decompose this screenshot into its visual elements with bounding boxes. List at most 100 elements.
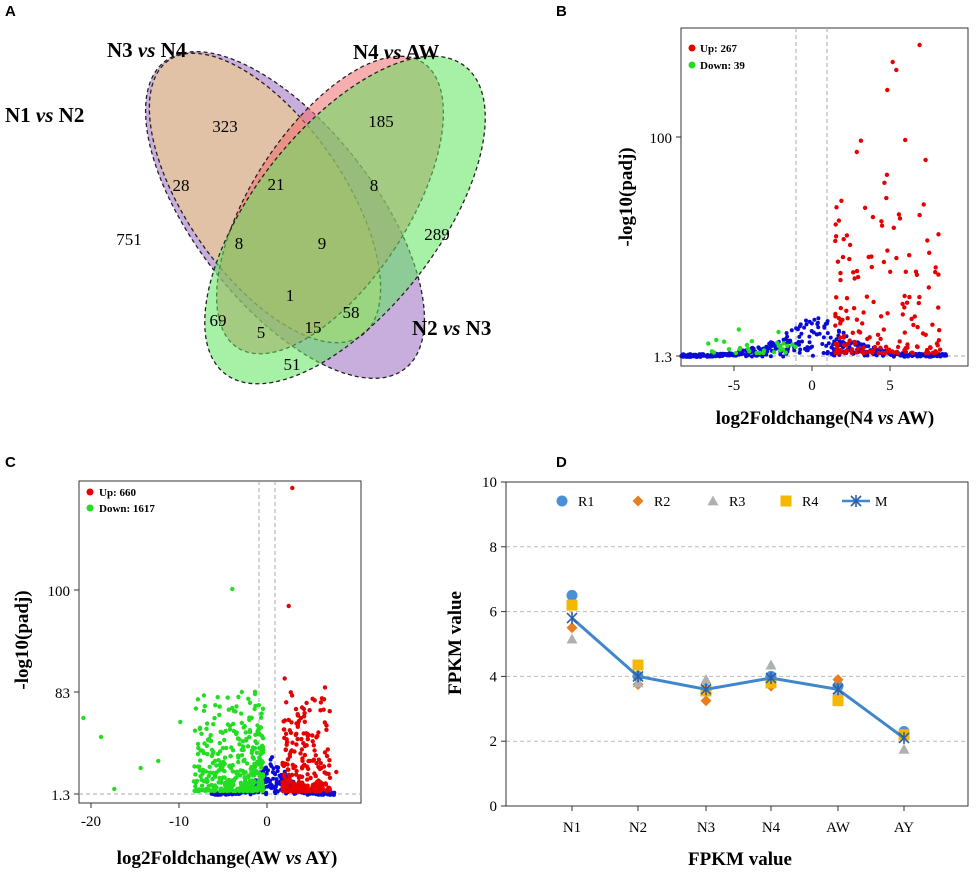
venn-count-n1-only: 751	[116, 230, 142, 249]
point-m	[566, 612, 578, 625]
volcano-point-up	[311, 743, 316, 748]
volcano-point-up	[324, 723, 329, 728]
volcano-point-down	[777, 348, 783, 353]
volcano-point-up	[836, 316, 842, 321]
volcano-point-ns	[804, 322, 809, 327]
volcano-point-down	[721, 339, 727, 344]
volcano-point-up	[319, 696, 325, 701]
volcano-point-ns	[826, 341, 831, 346]
legend-swatch-up	[86, 488, 94, 496]
y-tick-label: 2	[490, 734, 498, 750]
volcano-point-up	[302, 719, 307, 724]
volcano-point-up	[852, 276, 857, 281]
volcano-point-down	[204, 787, 210, 793]
volcano-point-up	[304, 700, 309, 706]
volcano-point-down	[192, 728, 198, 733]
volcano-point-ns	[331, 791, 336, 795]
volcano-point-up	[317, 785, 322, 790]
volcano-point-ns	[781, 354, 786, 359]
volcano-point-up	[861, 310, 866, 315]
volcano-point-down	[98, 734, 104, 740]
volcano-point-up	[298, 751, 303, 756]
volcano-point-down	[733, 350, 739, 356]
volcano-point-up	[875, 332, 881, 337]
volcano-point-up	[280, 762, 285, 767]
volcano-point-up	[318, 700, 324, 705]
volcano-point-up	[282, 727, 287, 732]
volcano-point-ns	[807, 334, 812, 339]
volcano-point-down	[257, 755, 262, 761]
volcano-c-xtick: -20	[81, 814, 101, 830]
volcano-point-up	[283, 747, 288, 753]
volcano-point-down	[204, 721, 210, 726]
volcano-point-up	[290, 485, 295, 491]
volcano-b-xtick: 0	[808, 378, 816, 394]
volcano-point-up	[854, 149, 859, 155]
volcano-point-up	[920, 331, 926, 336]
legend-marker-r2	[632, 495, 644, 507]
volcano-point-up	[280, 779, 285, 785]
volcano-point-down	[194, 779, 199, 784]
volcano-point-up	[935, 343, 940, 348]
volcano-point-down	[208, 733, 213, 738]
volcano-point-down	[247, 700, 253, 705]
volcano-c-points	[81, 485, 339, 797]
volcano-point-up	[301, 763, 306, 768]
volcano-point-down	[199, 731, 204, 736]
volcano-point-up	[841, 237, 846, 242]
volcano-point-down	[197, 764, 202, 769]
volcano-point-ns	[939, 353, 944, 358]
volcano-point-up	[909, 316, 914, 322]
volcano-point-ns	[744, 353, 749, 358]
volcano-point-down	[226, 707, 231, 712]
volcano-point-down	[757, 350, 762, 356]
volcano-point-up	[289, 693, 295, 698]
volcano-point-up	[297, 788, 302, 793]
volcano-point-ns	[693, 352, 698, 357]
point-r2	[700, 695, 712, 707]
volcano-point-up	[933, 269, 938, 275]
volcano-point-down	[711, 350, 717, 355]
venn-count-n4aw-n2n3: 8	[370, 176, 379, 195]
volcano-point-down	[251, 788, 257, 793]
volcano-point-down	[253, 732, 258, 737]
volcano-point-down	[257, 772, 262, 777]
volcano-point-up	[305, 777, 310, 782]
volcano-point-up	[902, 305, 907, 310]
volcano-point-up	[867, 335, 872, 340]
volcano-point-up	[286, 767, 291, 772]
volcano-point-up	[292, 764, 297, 769]
volcano-point-up	[891, 225, 896, 230]
volcano-point-up	[894, 255, 899, 261]
volcano-point-up	[316, 757, 321, 762]
volcano-point-up	[838, 335, 843, 340]
volcano-point-up	[305, 733, 310, 738]
volcano-c-xtick: -10	[169, 814, 189, 830]
venn-ellipse-n2-vs-n3	[204, 55, 486, 385]
volcano-point-up	[856, 329, 861, 334]
volcano-point-up	[938, 347, 943, 352]
volcano-point-ns	[795, 327, 800, 332]
volcano-point-down	[217, 740, 222, 746]
volcano-point-ns	[698, 353, 703, 358]
volcano-point-up	[884, 195, 889, 201]
panel-c-letter: C	[5, 454, 16, 471]
volcano-point-down	[714, 337, 719, 343]
volcano-point-down	[239, 711, 244, 716]
volcano-point-up	[299, 736, 304, 742]
volcano-point-down	[225, 788, 230, 793]
volcano-point-up	[858, 138, 864, 143]
volcano-point-up	[312, 788, 318, 794]
legend-label-down: Down: 1617	[99, 503, 155, 515]
volcano-point-up	[324, 788, 329, 793]
volcano-point-down	[225, 695, 230, 700]
volcano-point-up	[840, 317, 845, 322]
volcano-point-up	[835, 259, 841, 264]
volcano-point-up	[309, 786, 314, 791]
volcano-point-down	[138, 765, 143, 771]
volcano-point-down	[781, 341, 786, 346]
volcano-point-down	[224, 745, 229, 751]
y-tick-label: 4	[490, 669, 498, 685]
volcano-point-ns	[720, 352, 725, 356]
volcano-point-ns	[264, 792, 269, 797]
